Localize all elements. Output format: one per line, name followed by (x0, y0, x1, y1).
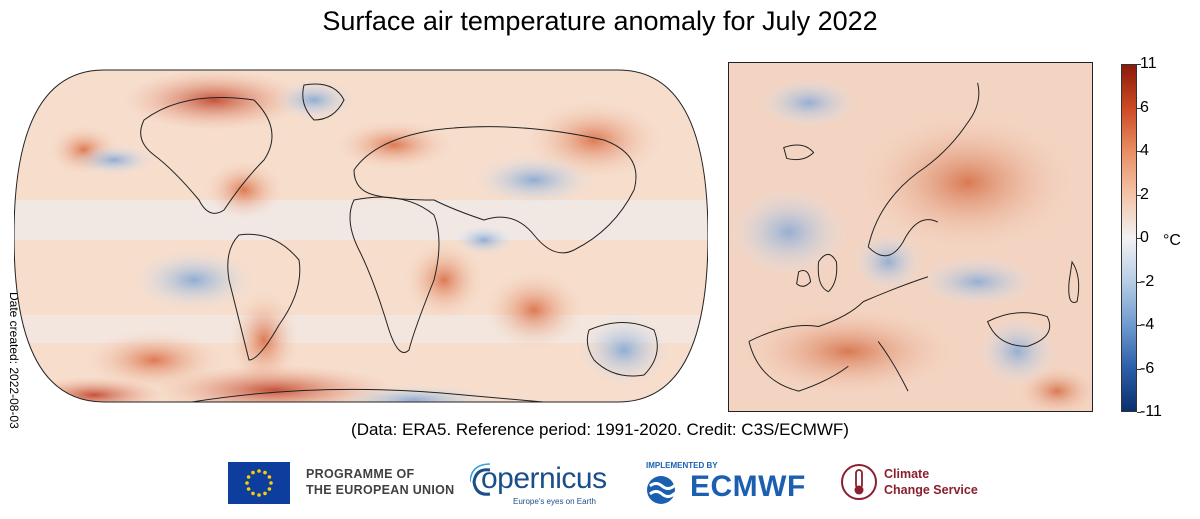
colorbar-tick-label: 0 (1140, 229, 1149, 246)
colorbar-tick-mark (1137, 107, 1141, 109)
europe-anomaly-map (728, 62, 1093, 412)
thermometer-icon (841, 464, 877, 500)
colorbar-tick-mark (1137, 281, 1141, 283)
ecmwf-wordmark: ECMWF (690, 470, 806, 503)
colorbar-tick-label: -4 (1140, 316, 1155, 333)
c3s-label: Climate Change Service (884, 466, 978, 498)
colorbar-tick-mark (1137, 412, 1141, 413)
colorbar-tick-mark (1137, 368, 1141, 370)
copernicus-tagline: Europe's eyes on Earth (513, 497, 596, 506)
colorbar-tick-label: -2 (1140, 272, 1155, 290)
colorbar (1121, 64, 1137, 412)
colorbar-tick-label: -6 (1140, 359, 1155, 377)
colorbar-tick-mark (1137, 238, 1141, 239)
eu-programme-label: PROGRAMME OF THE EUROPEAN UNION (306, 466, 454, 498)
c3s-line-2: Change Service (884, 483, 978, 497)
eu-flag-icon (228, 462, 290, 504)
ecmwf-waves-icon (647, 476, 687, 504)
c3s-line-1: Climate (884, 467, 930, 481)
implemented-by-label: IMPLEMENTED BY (646, 461, 718, 470)
data-credit-footnote: (Data: ERA5. Reference period: 1991-2020… (351, 420, 849, 439)
eu-line-2: THE EUROPEAN UNION (306, 483, 455, 497)
colorbar-unit: °C (1163, 232, 1181, 249)
world-anomaly-map (14, 69, 708, 403)
colorbar-tick-label: 11 (1140, 55, 1157, 72)
chart-title: Surface air temperature anomaly for July… (322, 6, 878, 36)
copernicus-wordmark: opernicus (481, 462, 607, 495)
eu-line-1: PROGRAMME OF (306, 467, 415, 481)
colorbar-tick-mark (1137, 325, 1141, 326)
colorbar-tick-mark (1137, 194, 1141, 196)
copernicus-c-icon (470, 463, 491, 496)
colorbar-tick-mark (1137, 151, 1141, 152)
colorbar-tick-label: 4 (1140, 142, 1149, 159)
colorbar-tick-mark (1137, 64, 1141, 65)
colorbar-tick-label: 2 (1140, 185, 1149, 203)
colorbar-tick-label: -11 (1140, 403, 1162, 420)
colorbar-tick-label: 6 (1140, 98, 1149, 116)
